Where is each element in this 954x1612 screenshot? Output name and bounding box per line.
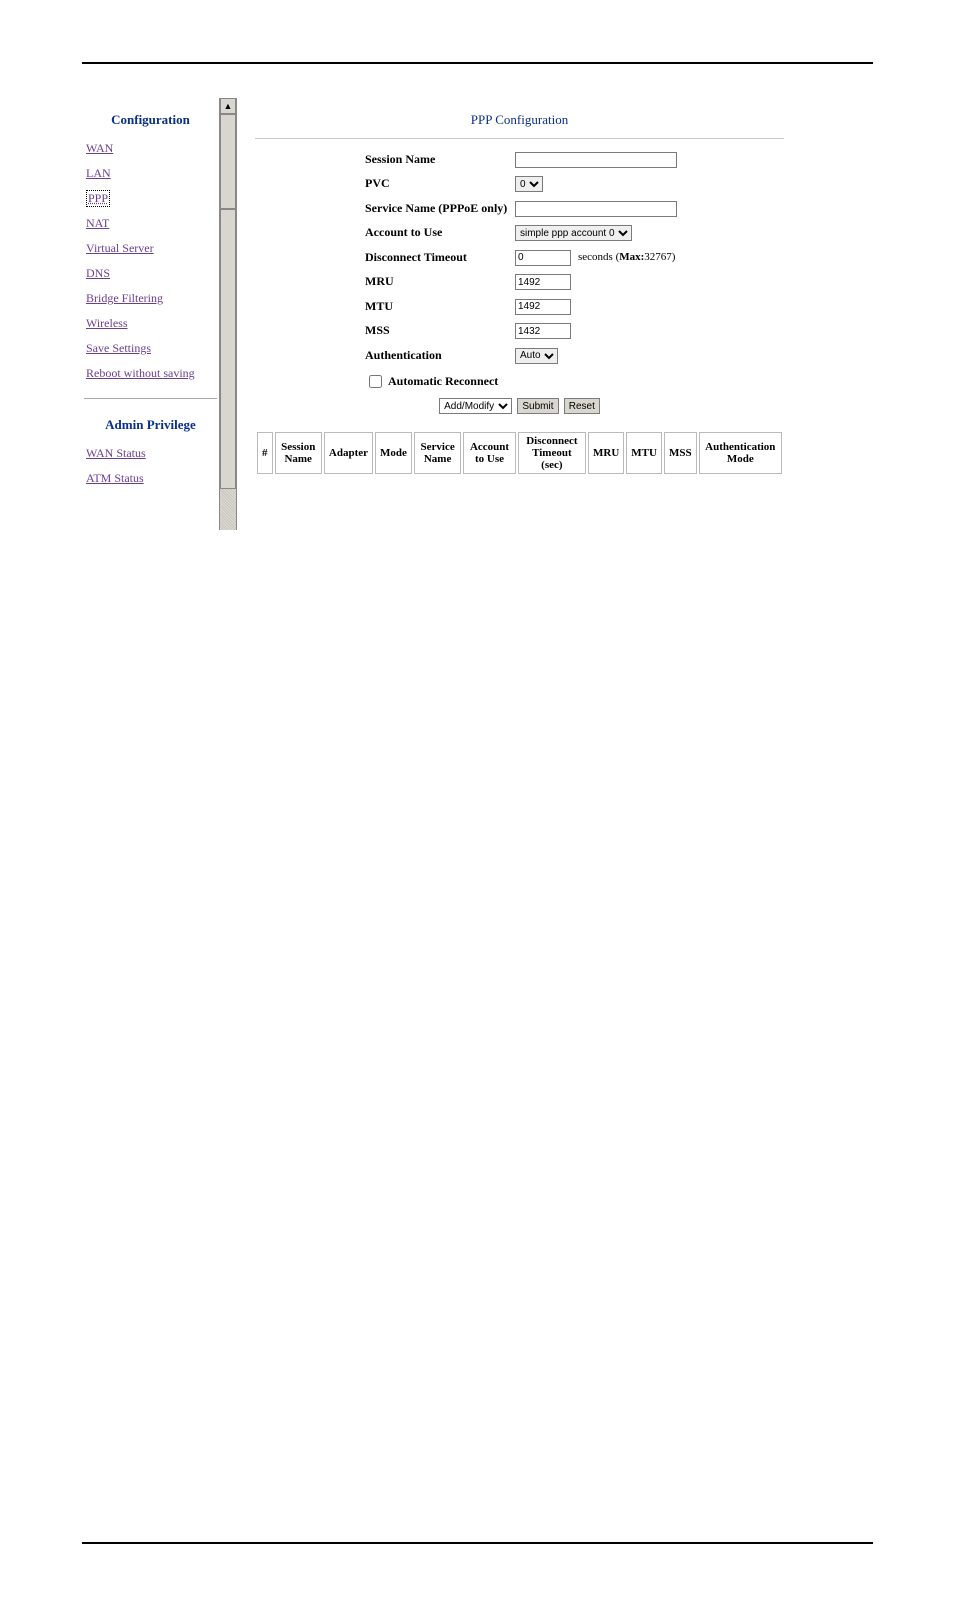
col-session-name: Session Name <box>275 432 322 474</box>
sidebar-admin-list: WAN Status ATM Status <box>84 441 217 491</box>
sidebar-item-wireless[interactable]: Wireless <box>86 311 217 336</box>
scroll-thumb-upper[interactable] <box>220 114 236 209</box>
sidebar-item-ppp[interactable]: PPP <box>86 190 110 207</box>
col-mru: MRU <box>588 432 624 474</box>
select-pvc[interactable]: 0 <box>515 176 543 192</box>
reset-button[interactable]: Reset <box>564 398 600 414</box>
sidebar-item-atm-status[interactable]: ATM Status <box>86 466 217 491</box>
col-disconnect-timeout: Disconnect Timeout (sec) <box>518 432 586 474</box>
input-session-name[interactable] <box>515 152 677 168</box>
content-panel: PPP Configuration Session Name PVC 0 Ser… <box>237 98 784 530</box>
col-account: Account to Use <box>463 432 515 474</box>
input-mtu[interactable] <box>515 299 571 315</box>
select-account[interactable]: simple ppp account 0 <box>515 225 632 241</box>
label-service-name: Service Name (PPPoE only) <box>365 201 515 216</box>
col-index: # <box>257 432 273 474</box>
sidebar-item-dns[interactable]: DNS <box>86 261 217 286</box>
label-pvc: PVC <box>365 176 515 191</box>
sidebar-item-reboot[interactable]: Reboot without saving <box>86 361 217 386</box>
col-mode: Mode <box>375 432 412 474</box>
sidebar-item-lan[interactable]: LAN <box>86 161 217 186</box>
sidebar-heading-config: Configuration <box>84 102 217 136</box>
row-auto-reconnect: Automatic Reconnect <box>255 372 784 391</box>
sidebar-item-wan-status[interactable]: WAN Status <box>86 441 217 466</box>
page-title: PPP Configuration <box>255 98 784 138</box>
checkbox-auto-reconnect[interactable] <box>369 375 382 388</box>
sidebar-heading-admin: Admin Privilege <box>84 407 217 441</box>
col-auth-mode: Authentication Mode <box>699 432 782 474</box>
col-mss: MSS <box>664 432 697 474</box>
sidebar-item-save-settings[interactable]: Save Settings <box>86 336 217 361</box>
input-mru[interactable] <box>515 274 571 290</box>
ppp-sessions-table: # Session Name Adapter Mode Service Name… <box>255 430 784 476</box>
sidebar-scrollbar[interactable]: ▲ <box>219 98 237 530</box>
title-rule <box>255 138 784 139</box>
submit-button[interactable]: Submit <box>517 398 558 414</box>
page-bottom-rule <box>82 1542 873 1544</box>
label-account: Account to Use <box>365 225 515 240</box>
sidebar: Configuration WAN LAN PPP NAT Virtual Se… <box>84 98 219 530</box>
label-disconnect-timeout: Disconnect Timeout <box>365 250 515 265</box>
select-authentication[interactable]: Auto <box>515 348 558 364</box>
scroll-up-icon[interactable]: ▲ <box>220 98 236 114</box>
input-mss[interactable] <box>515 323 571 339</box>
sidebar-config-list: WAN LAN PPP NAT Virtual Server DNS Bridg… <box>84 136 217 386</box>
col-service-name: Service Name <box>414 432 461 474</box>
sidebar-item-virtual-server[interactable]: Virtual Server <box>86 236 217 261</box>
select-action[interactable]: Add/Modify <box>439 398 512 414</box>
app-shell: Configuration WAN LAN PPP NAT Virtual Se… <box>84 98 784 530</box>
suffix-seconds: seconds (Max:32767) <box>578 251 675 263</box>
label-mss: MSS <box>365 323 515 338</box>
page-top-rule <box>82 62 873 64</box>
action-row: Add/Modify Submit Reset <box>255 397 784 415</box>
label-mru: MRU <box>365 274 515 289</box>
sidebar-divider <box>84 398 217 399</box>
label-auto-reconnect: Automatic Reconnect <box>388 374 498 389</box>
sidebar-item-bridge-filtering[interactable]: Bridge Filtering <box>86 286 217 311</box>
sidebar-item-nat[interactable]: NAT <box>86 211 217 236</box>
scroll-thumb-lower[interactable] <box>220 209 236 489</box>
input-service-name[interactable] <box>515 201 677 217</box>
label-session-name: Session Name <box>365 152 515 167</box>
sidebar-item-wan[interactable]: WAN <box>86 136 217 161</box>
col-adapter: Adapter <box>324 432 373 474</box>
input-disconnect-timeout[interactable] <box>515 250 571 266</box>
ppp-form: Session Name PVC 0 Service Name (PPPoE o… <box>255 151 784 364</box>
col-mtu: MTU <box>626 432 662 474</box>
label-authentication: Authentication <box>365 348 515 363</box>
label-mtu: MTU <box>365 299 515 314</box>
